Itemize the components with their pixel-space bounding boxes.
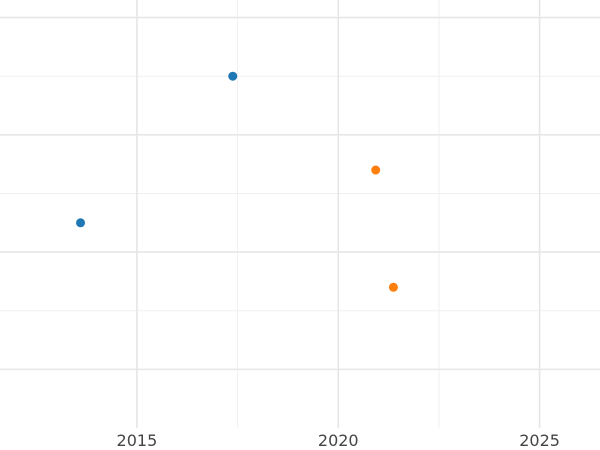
scatter-point-series-1-1 [76,218,86,228]
scatter-point-series-2-2 [388,282,398,292]
points-layer [76,71,398,292]
x-tick-label-2020: 2020 [318,431,359,450]
x-tick-label-2015: 2015 [117,431,158,450]
x-tick-label-2025: 2025 [519,431,560,450]
scatter-point-series-1-2 [228,71,238,81]
tick-labels: 2015 2020 2025 [117,431,560,450]
scatter-point-series-2-1 [371,165,381,175]
grid-layer [0,0,600,428]
